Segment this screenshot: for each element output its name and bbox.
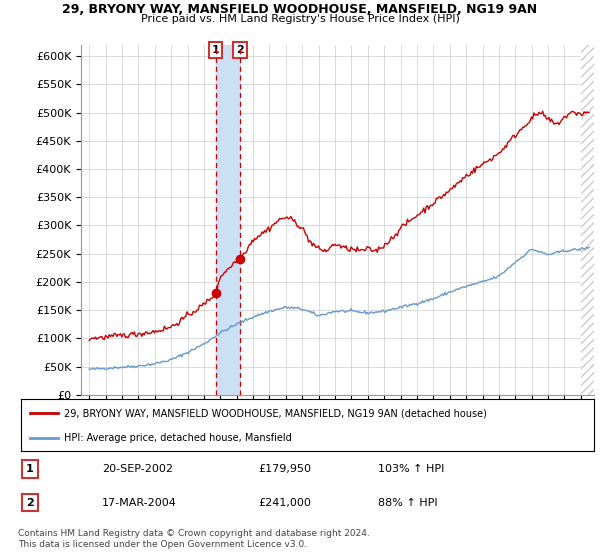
Text: HPI: Average price, detached house, Mansfield: HPI: Average price, detached house, Mans…: [64, 433, 292, 443]
Text: Price paid vs. HM Land Registry's House Price Index (HPI): Price paid vs. HM Land Registry's House …: [140, 14, 460, 24]
Text: 1: 1: [26, 464, 34, 474]
Text: 1: 1: [212, 45, 220, 55]
Text: 2: 2: [26, 498, 34, 507]
Text: 20-SEP-2002: 20-SEP-2002: [102, 464, 173, 474]
Bar: [581, 45, 594, 395]
Bar: [581, 45, 594, 395]
Bar: [216, 45, 240, 395]
Text: £241,000: £241,000: [258, 498, 311, 507]
Text: Contains HM Land Registry data © Crown copyright and database right 2024.
This d: Contains HM Land Registry data © Crown c…: [18, 529, 370, 549]
Text: 88% ↑ HPI: 88% ↑ HPI: [378, 498, 437, 507]
Text: 2: 2: [236, 45, 244, 55]
Text: 29, BRYONY WAY, MANSFIELD WOODHOUSE, MANSFIELD, NG19 9AN: 29, BRYONY WAY, MANSFIELD WOODHOUSE, MAN…: [62, 3, 538, 16]
Text: 29, BRYONY WAY, MANSFIELD WOODHOUSE, MANSFIELD, NG19 9AN (detached house): 29, BRYONY WAY, MANSFIELD WOODHOUSE, MAN…: [64, 408, 487, 418]
Text: £179,950: £179,950: [258, 464, 311, 474]
Text: 103% ↑ HPI: 103% ↑ HPI: [378, 464, 445, 474]
Text: 17-MAR-2004: 17-MAR-2004: [102, 498, 177, 507]
